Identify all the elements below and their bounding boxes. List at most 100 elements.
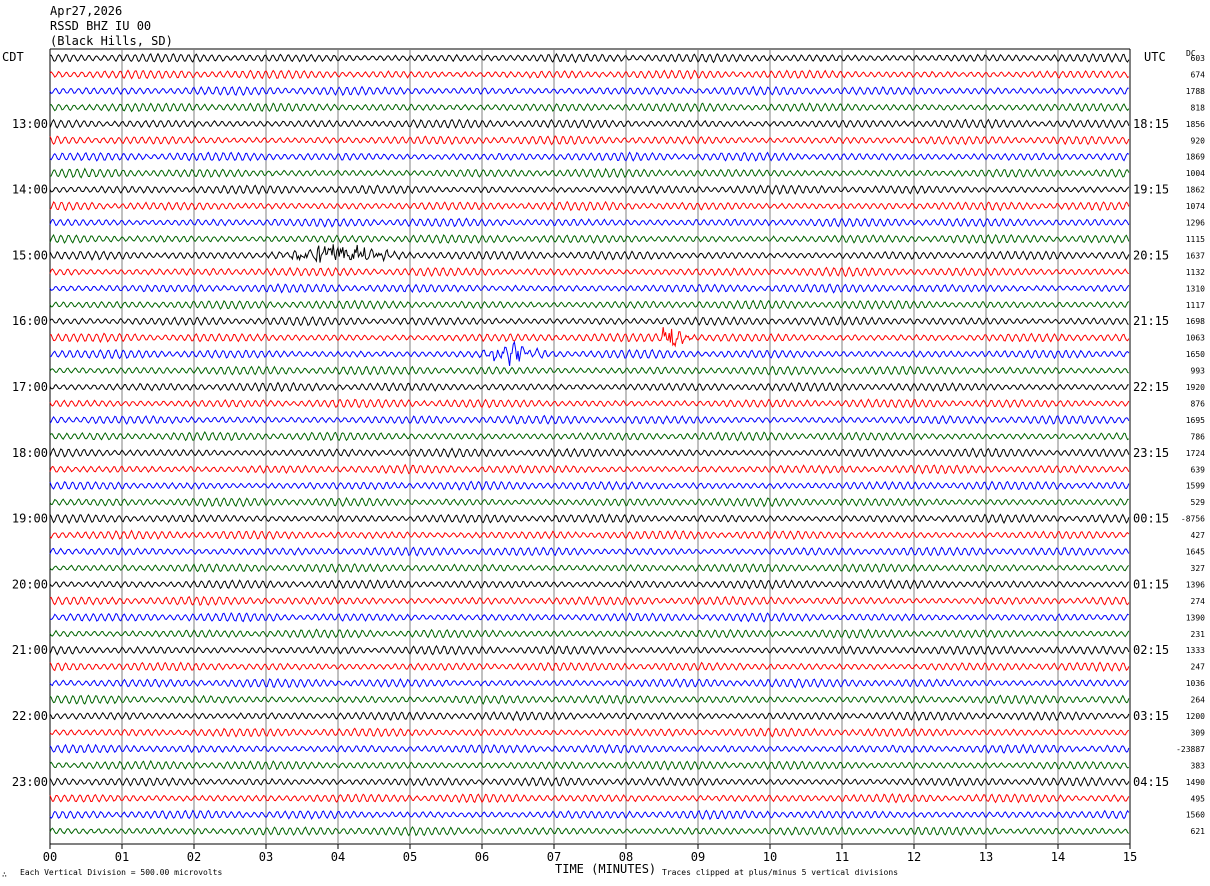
clip-note: Traces clipped at plus/minus 5 vertical … [662, 868, 899, 877]
dc-offset-label: 1200 [1186, 712, 1205, 721]
trace-row-33 [49, 579, 1130, 590]
dc-offset-label: 1004 [1186, 169, 1205, 178]
left-hour-label: 17:00 [12, 380, 48, 394]
trace-row-10 [49, 200, 1130, 212]
trace-row-18 [49, 327, 1130, 348]
dc-offset-label: 1490 [1186, 778, 1205, 787]
dc-offset-label: 876 [1191, 399, 1206, 408]
dc-offset-label: 383 [1191, 761, 1206, 770]
dc-offset-label: 993 [1191, 367, 1206, 376]
right-hour-label: 03:15 [1133, 709, 1169, 723]
grid-lines [49, 48, 1131, 849]
dc-offset-label: 529 [1191, 498, 1206, 507]
dc-offset-label: 1788 [1186, 87, 1205, 96]
dc-offset-label: 1645 [1186, 548, 1205, 557]
x-tick-label: 00 [43, 850, 57, 864]
trace-row-12 [49, 233, 1130, 245]
x-tick-label: 10 [763, 850, 777, 864]
dc-offset-label: 1560 [1186, 811, 1205, 820]
trace-row-45 [49, 776, 1130, 787]
left-hour-label: 21:00 [12, 643, 48, 657]
trace-row-14 [49, 266, 1130, 278]
trace-row-36 [49, 628, 1130, 639]
dc-offset-label: 1117 [1186, 301, 1205, 310]
left-hour-label: 19:00 [12, 512, 48, 526]
trace-row-3 [49, 85, 1129, 97]
dc-offset-label: 1698 [1186, 317, 1205, 326]
x-tick-label: 08 [619, 850, 633, 864]
trace-row-27 [49, 480, 1130, 491]
left-hour-label: 22:00 [12, 709, 48, 723]
dc-offset-label: 1296 [1186, 219, 1205, 228]
x-tick-label: 13 [979, 850, 993, 864]
trace-row-47 [49, 809, 1130, 821]
trace-row-9 [49, 184, 1130, 196]
dc-offset-label: 1920 [1186, 383, 1205, 392]
dc-offset-label: 1650 [1186, 350, 1205, 359]
dc-offset-label: 1063 [1186, 334, 1205, 343]
trace-row-46 [49, 793, 1130, 804]
left-hour-label: 20:00 [12, 577, 48, 591]
trace-row-30 [49, 529, 1130, 540]
dc-offset-label: 1869 [1186, 153, 1205, 162]
trace-row-23 [49, 414, 1130, 425]
trace-row-40 [49, 694, 1130, 705]
x-tick-label: 02 [187, 850, 201, 864]
trace-row-16 [49, 299, 1130, 310]
dc-offset-label: 603 [1191, 54, 1206, 63]
dc-offset-label: 1333 [1186, 646, 1205, 655]
dc-offset-label: 1724 [1186, 449, 1205, 458]
x-tick-label: 07 [547, 850, 561, 864]
left-hour-label: 23:00 [12, 775, 48, 789]
trace-row-25 [49, 447, 1130, 459]
dc-offset-label: 920 [1191, 136, 1206, 145]
trace-row-11 [49, 217, 1130, 228]
dc-offset-label: 309 [1191, 728, 1206, 737]
x-tick-label: 12 [907, 850, 921, 864]
trace-row-34 [49, 595, 1130, 606]
trace-row-44 [49, 759, 1130, 771]
dc-offset-label: 786 [1191, 432, 1206, 441]
trace-rows [49, 52, 1130, 837]
dc-offset-label: 1115 [1186, 235, 1205, 244]
x-tick-label: 06 [475, 850, 489, 864]
header-location: (Black Hills, SD) [50, 34, 173, 48]
right-hour-label: 19:15 [1133, 183, 1169, 197]
dc-offset-label: 1856 [1186, 120, 1205, 129]
trace-row-42 [49, 727, 1130, 738]
dc-offset-label: 1396 [1186, 580, 1205, 589]
x-tick-label: 14 [1051, 850, 1065, 864]
trace-row-26 [49, 463, 1130, 475]
dc-offset-label: 264 [1191, 696, 1206, 705]
trace-row-19 [49, 340, 1130, 366]
trace-row-37 [49, 645, 1130, 656]
dc-offset-label: 1310 [1186, 284, 1205, 293]
x-tick-label: 05 [403, 850, 417, 864]
trace-row-20 [49, 365, 1129, 376]
left-hour-label: 13:00 [12, 117, 48, 131]
trace-row-41 [49, 710, 1130, 722]
dc-offset-label: 674 [1191, 70, 1206, 79]
trace-row-5 [49, 118, 1130, 130]
trace-row-48 [49, 826, 1130, 837]
left-timezone-label: CDT [2, 50, 24, 64]
dc-offset-header: DC [1186, 49, 1196, 58]
dc-offset-label: 274 [1191, 597, 1206, 606]
dc-offset-label: 495 [1191, 794, 1206, 803]
dc-offset-label: -8756 [1181, 515, 1205, 524]
trace-row-24 [49, 431, 1130, 442]
x-axis-title: TIME (MINUTES) [555, 862, 657, 876]
dc-offset-label: 247 [1191, 663, 1206, 672]
trace-row-4 [49, 102, 1130, 113]
dc-offset-label: 818 [1191, 103, 1206, 112]
x-tick-label: 04 [331, 850, 345, 864]
dc-offset-label: 327 [1191, 564, 1206, 573]
trace-row-28 [49, 496, 1129, 508]
axis-labels: 00 01 02 03 04 05 06 07 08 09 10 11 12 13 14 15 603 674 17… [12, 54, 1205, 864]
trace-row-2 [49, 69, 1130, 80]
trace-row-39 [49, 678, 1129, 689]
right-hour-label: 18:15 [1133, 117, 1169, 131]
left-hour-label: 14:00 [12, 183, 48, 197]
dc-offset-label: 1862 [1186, 186, 1205, 195]
trace-row-21 [49, 381, 1129, 393]
